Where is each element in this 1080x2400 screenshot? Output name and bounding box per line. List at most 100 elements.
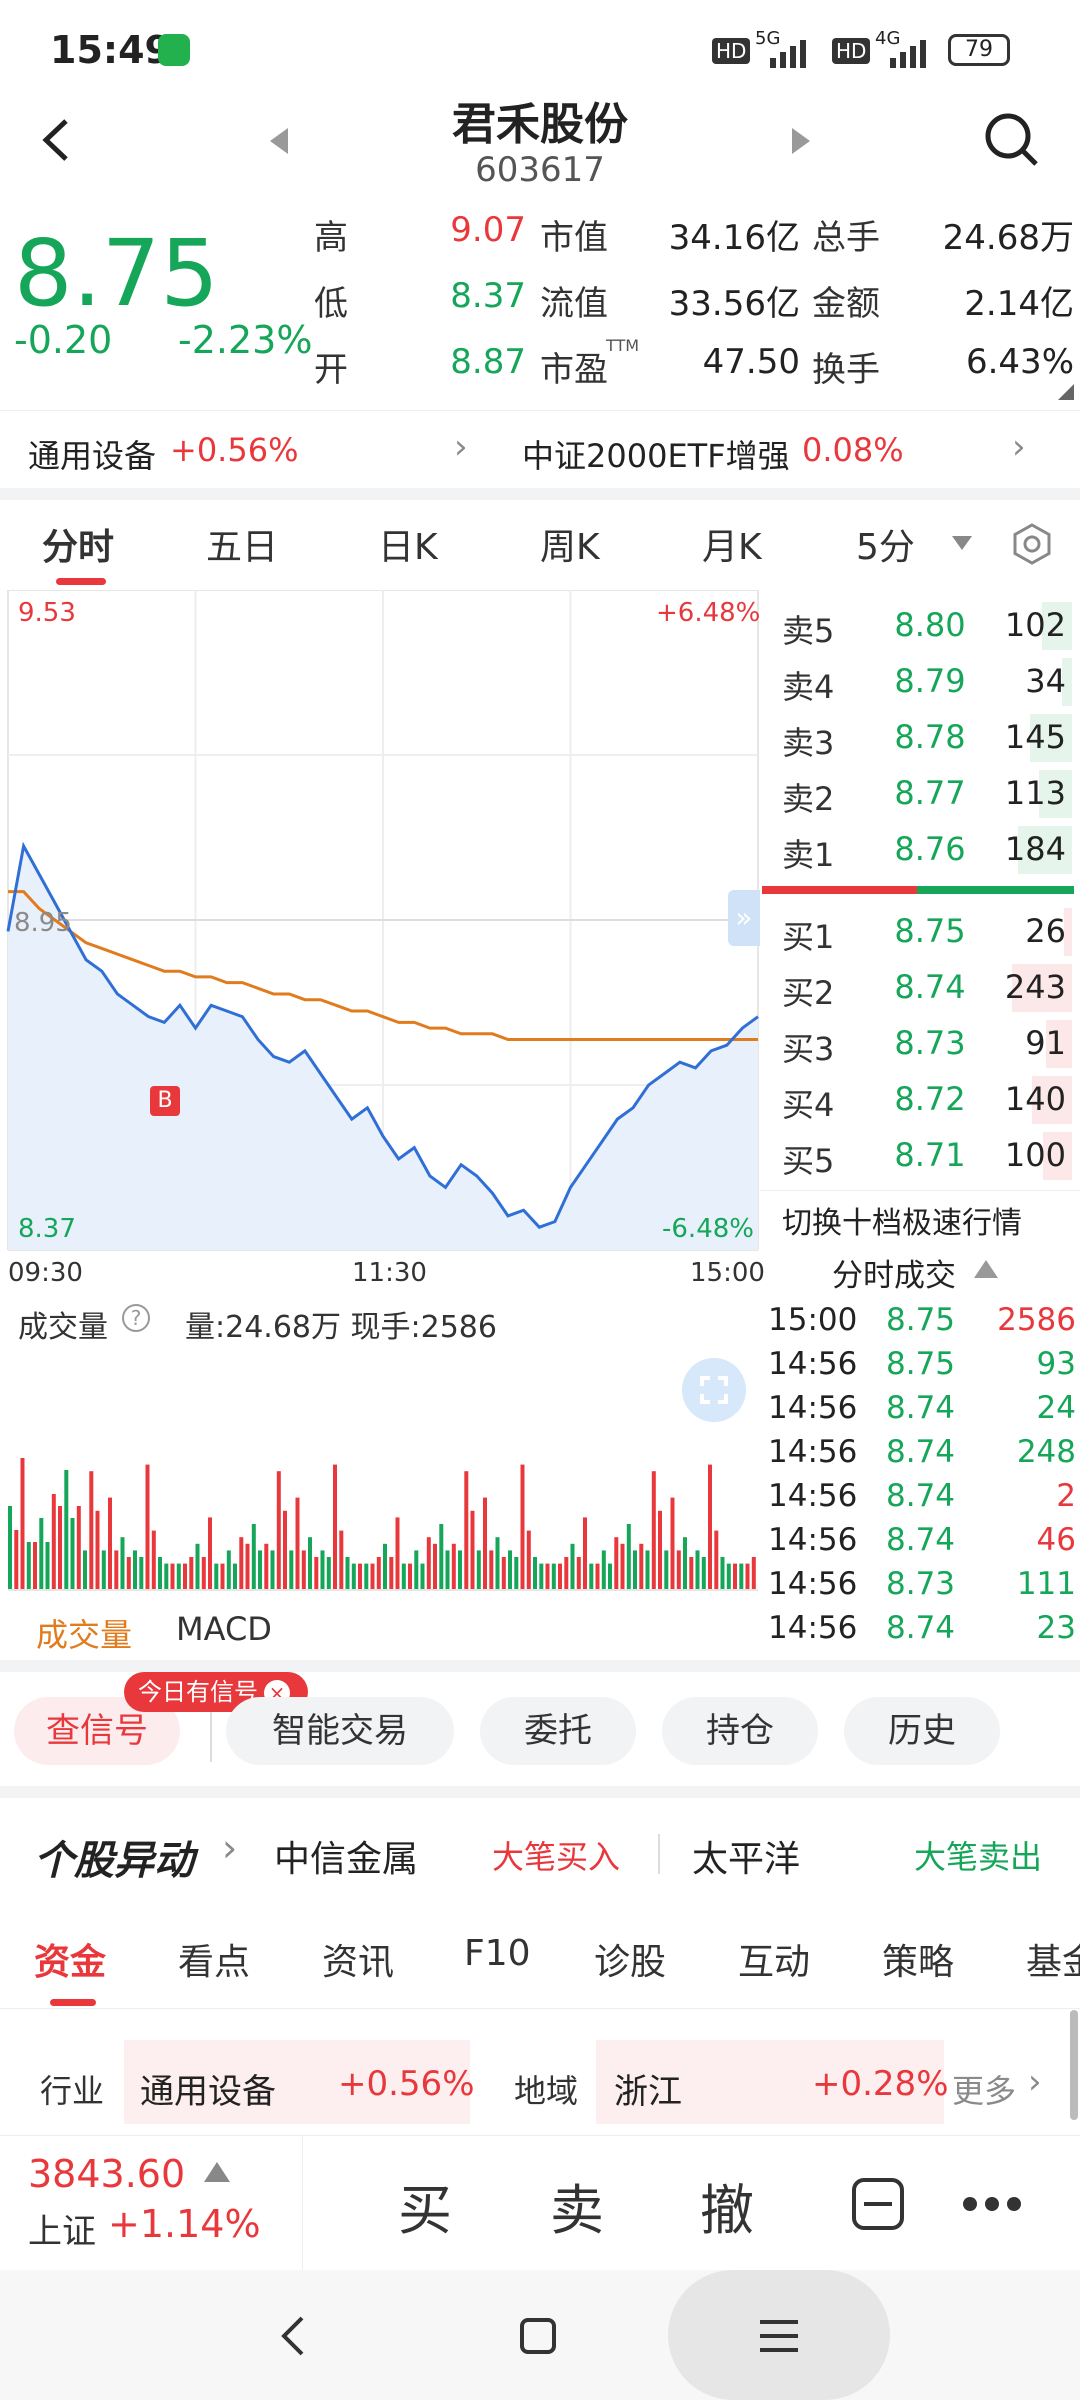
bid-row[interactable]: 买2 8.74 243 xyxy=(760,960,1080,1016)
bid-row[interactable]: 买4 8.72 140 xyxy=(760,1072,1080,1128)
index-widget[interactable]: 3843.60 上证 +1.14% xyxy=(0,2136,300,2271)
ticks-title[interactable]: 分时成交 xyxy=(832,1258,956,1294)
nav-home-icon[interactable] xyxy=(518,2316,558,2356)
volume-bar xyxy=(683,1537,687,1590)
position-button[interactable]: 持仓 xyxy=(662,1697,818,1765)
tab-daily-k[interactable]: 日K xyxy=(378,527,438,568)
nav-back-icon[interactable] xyxy=(278,2314,308,2358)
tab-five-day[interactable]: 五日 xyxy=(206,527,279,568)
smart-trade-button[interactable]: 智能交易 xyxy=(226,1697,454,1765)
volume-bar xyxy=(714,1530,719,1590)
network-4g: 4G xyxy=(875,28,901,49)
chart-svg[interactable] xyxy=(0,590,760,1660)
ask-row[interactable]: 卖5 8.80 102 xyxy=(760,598,1080,654)
help-icon[interactable]: ? xyxy=(122,1304,150,1332)
buy-signal-marker[interactable]: B xyxy=(150,1086,180,1116)
index-value: 3843.60 xyxy=(28,2152,186,2196)
industry-chip-name: 通用设备 xyxy=(140,2072,276,2112)
next-stock-icon[interactable] xyxy=(790,126,812,156)
bid-row[interactable]: 买3 8.73 91 xyxy=(760,1016,1080,1072)
ask-row[interactable]: 卖3 8.78 145 xyxy=(760,710,1080,766)
volume-bar xyxy=(14,1530,19,1590)
stock-abnormal-bar[interactable]: 个股异动 › 中信金属 大笔买入 太平洋 大笔卖出 xyxy=(0,1800,1080,1900)
volume-bar xyxy=(383,1543,387,1590)
ask-row[interactable]: 卖1 8.76 184 xyxy=(760,822,1080,878)
ask-row[interactable]: 卖2 8.77 113 xyxy=(760,766,1080,822)
trade-tick-row: 15:00 8.75 2586 xyxy=(760,1302,1080,1346)
volume-bar xyxy=(664,1550,669,1590)
bid-row[interactable]: 买5 8.71 100 xyxy=(760,1128,1080,1184)
tab-highlights[interactable]: 看点 xyxy=(178,1942,251,1983)
industry-link[interactable]: 通用设备 +0.56% › xyxy=(0,411,480,491)
region-chip[interactable]: 浙江 +0.28% xyxy=(596,2040,949,2124)
check-signal-button[interactable]: 查信号 xyxy=(14,1697,180,1765)
system-nav-bar xyxy=(0,2270,1080,2400)
volume-bar xyxy=(333,1464,337,1590)
tab-monthly-k[interactable]: 月K xyxy=(702,527,762,568)
prev-stock-icon[interactable] xyxy=(268,126,290,156)
industry-chip[interactable]: 通用设备 +0.56% xyxy=(124,2040,475,2124)
sell-button[interactable]: 卖 xyxy=(550,2179,604,2242)
expand-orderbook-icon[interactable]: » xyxy=(728,890,760,946)
ask-price: 8.79 xyxy=(894,662,966,700)
open-label: 开 xyxy=(314,350,348,390)
tab-interaction[interactable]: 互动 xyxy=(738,1942,811,1983)
back-arrow-icon[interactable] xyxy=(38,115,74,165)
dropdown-arrow-icon[interactable] xyxy=(950,534,974,552)
trade-tick-row: 14:56 8.73 111 xyxy=(760,1566,1080,1610)
etf-link[interactable]: 中证2000ETF增强 0.08% › xyxy=(500,411,1080,491)
industry-pct: +0.56% xyxy=(170,431,299,469)
volume-bar xyxy=(733,1563,737,1590)
volume-bar xyxy=(33,1542,37,1590)
volume-bar xyxy=(364,1563,369,1590)
volume-bar xyxy=(589,1563,594,1590)
sub-tab-macd[interactable]: MACD xyxy=(176,1610,272,1648)
cancel-order-button[interactable]: 撤 xyxy=(700,2179,754,2242)
trade-tick-row: 14:56 8.74 46 xyxy=(760,1522,1080,1566)
tab-fund[interactable]: 基金 xyxy=(1026,1942,1080,1983)
scrollbar[interactable] xyxy=(1070,2010,1078,2120)
sort-up-icon[interactable] xyxy=(972,1258,1000,1280)
switch-ten-level-button[interactable]: 切换十档极速行情 xyxy=(782,1206,1022,1241)
ask-volume-bar xyxy=(1030,714,1072,762)
more-link[interactable]: 更多 xyxy=(952,2072,1017,2110)
ask-volume: 184 xyxy=(1004,830,1066,868)
bid-volume: 243 xyxy=(1004,968,1066,1006)
entrust-button[interactable]: 委托 xyxy=(480,1697,636,1765)
open-value: 8.87 xyxy=(450,342,526,382)
settings-icon[interactable] xyxy=(1010,522,1054,566)
tab-diagnosis[interactable]: 诊股 xyxy=(594,1942,667,1983)
tab-strategy[interactable]: 策略 xyxy=(882,1942,955,1983)
ask-volume: 113 xyxy=(1004,774,1066,812)
chart-tabs: 分时 五日 日K 周K 月K 5分 xyxy=(0,500,1080,590)
status-bar: 15:49 HD 5G HD 4G 79 xyxy=(0,0,1080,100)
tab-funds[interactable]: 资金 xyxy=(34,1942,107,1983)
expand-corner-icon[interactable] xyxy=(1058,384,1074,400)
volume-bar xyxy=(295,1497,300,1590)
y-ref-label: 8.95 xyxy=(14,908,72,938)
trade-tick-row: 14:56 8.74 2 xyxy=(760,1478,1080,1522)
sub-tab-volume[interactable]: 成交量 xyxy=(36,1616,133,1654)
history-button[interactable]: 历史 xyxy=(844,1697,1000,1765)
signal-icon-2 xyxy=(890,40,926,68)
fullscreen-icon[interactable] xyxy=(682,1358,746,1422)
more-icon[interactable] xyxy=(960,2194,1024,2214)
tab-minutes[interactable]: 5分 xyxy=(856,527,915,568)
volume-bar xyxy=(633,1550,637,1590)
search-icon[interactable] xyxy=(982,110,1042,170)
clock: 15:49 xyxy=(50,28,171,72)
tab-f10[interactable]: F10 xyxy=(464,1933,531,1974)
buy-button[interactable]: 买 xyxy=(398,2179,452,2242)
tab-intraday[interactable]: 分时 xyxy=(42,527,115,568)
volume-bar xyxy=(576,1557,581,1590)
tab-weekly-k[interactable]: 周K xyxy=(540,527,600,568)
volume-bar xyxy=(89,1471,94,1590)
tick-price: 8.74 xyxy=(886,1610,956,1646)
nav-recents-button[interactable] xyxy=(668,2270,890,2400)
tab-news[interactable]: 资讯 xyxy=(322,1942,395,1983)
bid-row[interactable]: 买1 8.75 26 xyxy=(760,904,1080,960)
collapse-icon[interactable] xyxy=(850,2176,906,2232)
volume-bar xyxy=(726,1563,731,1590)
ask-row[interactable]: 卖4 8.79 34 xyxy=(760,654,1080,710)
order-book: 卖5 8.80 102 卖4 8.79 34 卖3 8.78 145 卖2 8.77 113 卖1 8.7… xyxy=(760,590,1080,1660)
